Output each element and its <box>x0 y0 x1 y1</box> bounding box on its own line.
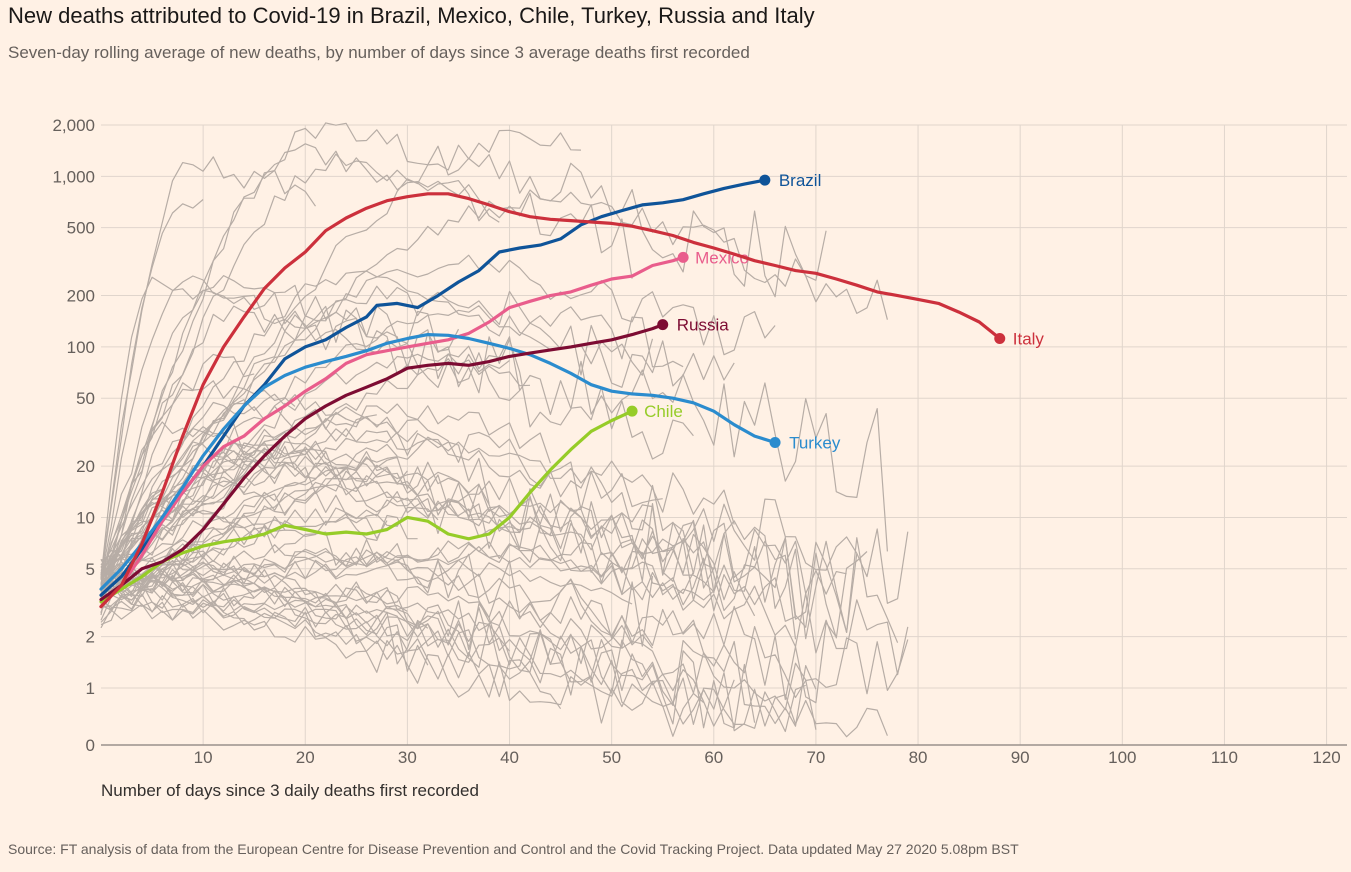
other-country-line <box>100 353 510 581</box>
y-tick-label: 2 <box>86 628 95 647</box>
x-tick-label: 110 <box>1211 748 1238 767</box>
x-tick-label: 50 <box>602 748 621 767</box>
x-tick-label: 60 <box>704 748 723 767</box>
chart-title: New deaths attributed to Covid-19 in Bra… <box>8 3 815 28</box>
y-tick-label: 50 <box>76 389 95 408</box>
other-country-line <box>100 430 909 604</box>
series-label-chile: Chile <box>644 402 683 421</box>
x-tick-label: 90 <box>1011 748 1030 767</box>
other-country-line <box>100 583 562 710</box>
series-line-mexico <box>99 255 685 609</box>
axes: 0 1 2 5 10 20 50 100 200 500 1,000 2,000 10 20 30 40 50 6… <box>52 116 1347 767</box>
other-country-line <box>100 477 367 626</box>
x-tick-label: 100 <box>1108 748 1136 767</box>
series-label-brazil: Brazil <box>779 171 822 190</box>
other-country-line <box>100 574 756 729</box>
y-tick-label: 0 <box>86 736 95 755</box>
other-country-line <box>100 122 827 585</box>
series-line-turkey <box>99 333 777 591</box>
x-axis-title: Number of days since 3 daily deaths firs… <box>101 781 479 800</box>
other-country-line <box>100 545 909 676</box>
source-note: Source: FT analysis of data from the Eur… <box>8 841 1019 857</box>
series-label-russia: Russia <box>677 316 730 335</box>
other-country-line <box>100 562 817 727</box>
series-label-italy: Italy <box>1013 330 1045 349</box>
series-end-dot-russia <box>657 319 669 331</box>
series-end-dot-italy <box>994 333 1006 345</box>
y-tick-label: 1 <box>86 679 95 698</box>
other-country-line <box>100 481 796 622</box>
other-country-line <box>100 461 868 639</box>
other-country-line <box>100 540 694 596</box>
other-country-line <box>100 153 633 576</box>
y-tick-label: 1,000 <box>52 167 95 186</box>
other-country-line <box>100 558 888 738</box>
y-tick-label: 5 <box>86 560 95 579</box>
other-country-line <box>100 443 398 590</box>
other-country-line <box>100 580 429 672</box>
other-country-line <box>100 576 653 650</box>
other-country-line <box>100 593 408 620</box>
other-country-line <box>100 436 735 609</box>
x-tick-label: 20 <box>296 748 315 767</box>
series-line-brazil <box>99 178 767 597</box>
other-country-line <box>100 276 888 579</box>
y-tick-label: 200 <box>67 287 95 306</box>
other-country-line <box>100 579 470 647</box>
other-country-line <box>100 421 715 604</box>
series-line-italy <box>99 192 1002 609</box>
other-country-line <box>100 393 663 579</box>
series-line-chile <box>99 409 634 604</box>
series-end-dot-mexico <box>677 251 689 263</box>
other-country-line <box>100 275 521 579</box>
x-tick-label: 10 <box>194 748 213 767</box>
other-country-line <box>100 602 806 733</box>
other-country-line <box>100 270 684 587</box>
other-country-line <box>100 199 204 580</box>
series-label-turkey: Turkey <box>789 434 841 453</box>
x-tick-label: 80 <box>909 748 928 767</box>
series-end-dot-chile <box>626 405 638 417</box>
y-tick-label: 10 <box>76 508 95 527</box>
x-tick-label: 30 <box>398 748 417 767</box>
series-end-dot-brazil <box>759 174 771 186</box>
y-tick-label: 20 <box>76 457 95 476</box>
series-end-dot-turkey <box>769 437 781 449</box>
x-tick-label: 70 <box>806 748 825 767</box>
other-country-line <box>100 285 735 601</box>
x-tick-label: 40 <box>500 748 519 767</box>
y-tick-label: 2,000 <box>52 116 95 135</box>
other-country-line <box>100 401 490 568</box>
chart-subtitle: Seven-day rolling average of new deaths,… <box>8 43 750 62</box>
y-tick-label: 100 <box>67 338 95 357</box>
other-country-line <box>100 543 715 601</box>
other-country-line <box>100 468 418 592</box>
other-country-line <box>100 556 909 699</box>
other-country-line <box>100 129 582 613</box>
other-country-line <box>100 156 316 576</box>
grid-lines <box>101 124 1347 745</box>
series-line-russia <box>99 323 665 602</box>
other-country-line <box>100 544 837 704</box>
other-country-line <box>100 380 296 604</box>
other-country-line <box>100 494 756 617</box>
y-tick-label: 500 <box>67 219 95 238</box>
x-tick-label: 120 <box>1312 748 1340 767</box>
other-country-line <box>100 559 633 605</box>
other-country-line <box>100 556 735 727</box>
other-country-line <box>100 441 899 643</box>
